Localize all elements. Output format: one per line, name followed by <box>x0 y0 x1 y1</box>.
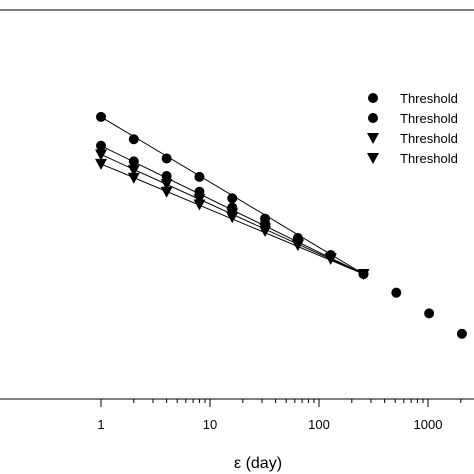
x-tick-label: 1000 <box>414 417 443 432</box>
data-point-series-4 <box>193 199 206 211</box>
data-point-series-3 <box>127 165 140 177</box>
plot-frame <box>0 9 474 400</box>
data-points <box>95 111 467 339</box>
data-point-series-2 <box>128 156 139 167</box>
data-point-series-4 <box>127 172 140 184</box>
legend-marker <box>368 113 378 123</box>
data-point-series-4 <box>324 253 337 265</box>
data-point-series-2 <box>161 171 172 182</box>
data-point-series-4 <box>226 212 239 224</box>
data-point-series-3 <box>95 149 107 161</box>
data-point-series-4 <box>357 269 370 280</box>
data-point-series-4 <box>259 225 272 237</box>
legend: Threshold Threshold Threshold Threshold <box>367 91 458 166</box>
x-tick-label: 1 <box>97 417 104 432</box>
legend-label: Threshold <box>400 131 458 146</box>
data-point-series-1 <box>194 171 205 182</box>
data-point-series-1 <box>128 134 139 145</box>
data-point-series-2 <box>194 186 205 197</box>
data-point-series-5 <box>456 328 467 339</box>
legend-label: Threshold <box>400 111 458 126</box>
data-point-series-5 <box>391 287 402 298</box>
data-point-series-1 <box>96 111 106 122</box>
data-point-series-4 <box>160 186 173 198</box>
x-tick-label: 100 <box>308 417 330 432</box>
legend-marker <box>367 153 379 164</box>
data-point-series-4 <box>95 158 107 170</box>
legend-marker <box>367 133 379 144</box>
data-point-series-1 <box>161 153 172 164</box>
data-point-series-4 <box>291 240 304 252</box>
x-axis-label: ε (day) <box>234 455 282 472</box>
legend-label: Threshold <box>400 151 458 166</box>
data-point-series-1 <box>227 193 238 204</box>
data-point-series-3 <box>160 179 173 191</box>
data-point-series-2 <box>96 140 106 151</box>
plot-border <box>0 9 474 400</box>
x-tick-label: 10 <box>203 417 217 432</box>
x-axis: 1 10 100 1000 <box>97 399 462 432</box>
legend-marker <box>368 93 378 103</box>
data-point-series-5 <box>424 308 435 319</box>
legend-label: Threshold <box>400 91 458 106</box>
